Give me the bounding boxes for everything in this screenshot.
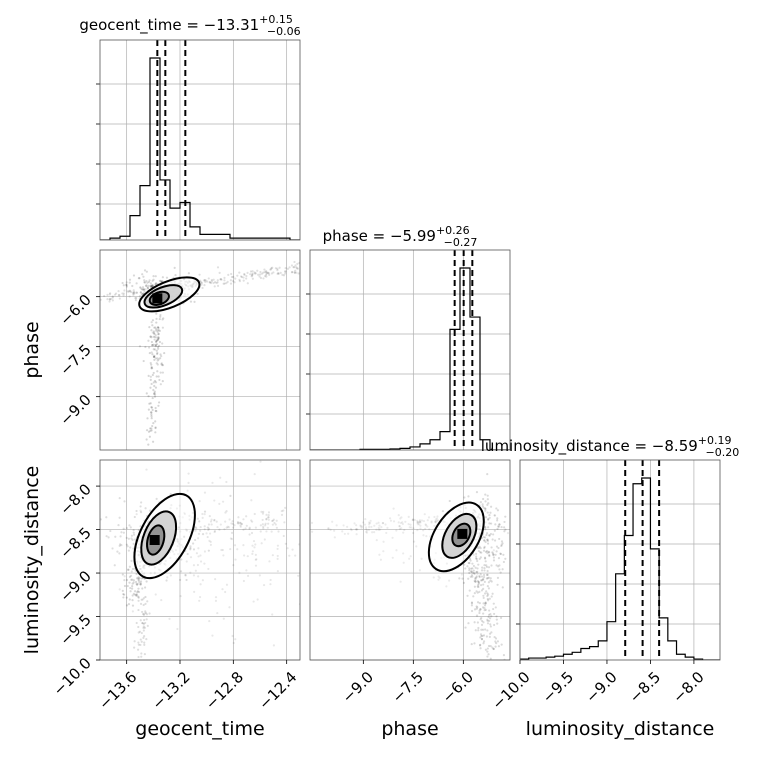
ytick-label-phase-0: −9.0 [56,391,94,429]
ytick-label-luminosity-distance-3: −8.5 [56,524,94,562]
xtick-label-geocent-time-1: −13.2 [149,668,194,713]
hist-luminosity-distance [516,459,721,661]
xlabel-luminosity-distance: luminosity_distance [526,718,715,740]
title-phase: phase = −5.99+0.26 −0.27 [323,224,478,249]
xlabel-geocent-time: geocent_time [135,718,264,740]
xtick-label-luminosity-distance-2: −9.0 [582,668,620,706]
density-geocent-time-luminosity-distance-points [100,460,300,659]
hist-luminosity-distance-steps [520,477,720,660]
xtick-label-luminosity-distance-0: −10.0 [489,668,534,713]
hist-luminosity-distance-background [520,460,720,660]
density-geocent-time-phase-peak [152,293,163,304]
density-geocent-time-phase [99,249,301,451]
title-geocent-time: geocent_time = −13.31+0.15 −0.06 [79,13,300,38]
xtick-label-phase-1: −7.5 [389,668,427,706]
ytick-label-luminosity-distance-1: −9.5 [56,611,94,649]
xtick-label-geocent-time-0: −13.6 [95,668,140,713]
density-geocent-time-phase-points [100,260,300,446]
density-geocent-time-luminosity-distance-frame [99,459,301,661]
density-geocent-time-luminosity-distance [99,459,301,661]
xtick-label-geocent-time-3: −12.4 [255,668,300,713]
density-phase-luminosity-distance-background [310,460,510,660]
hist-geocent-time [96,39,301,241]
ytick-label-luminosity-distance-0: −10.0 [50,654,95,699]
hist-geocent-time-frame [99,39,301,241]
xtick-label-phase-2: −6.0 [439,668,477,706]
title-luminosity-distance: luminosity_distance = −8.59+0.19 −0.20 [481,434,739,459]
ytick-label-luminosity-distance-4: −8.0 [56,480,94,518]
xtick-label-luminosity-distance-1: −9.5 [539,668,577,706]
density-geocent-time-luminosity-distance-background [100,460,300,660]
hist-geocent-time-background [100,40,300,240]
density-phase-luminosity-distance-frame [309,459,511,661]
density-phase-luminosity-distance [309,459,511,661]
xlabel-phase: phase [381,718,438,740]
ytick-label-phase-2: −6.0 [56,291,94,329]
hist-luminosity-distance-frame [519,459,721,661]
xtick-label-luminosity-distance-3: −8.5 [626,668,664,706]
density-phase-luminosity-distance-points [310,472,510,660]
hist-phase-frame [309,249,511,451]
density-geocent-time-luminosity-distance-peak [149,535,160,545]
density-phase-luminosity-distance-peak [457,528,468,539]
xtick-label-phase-0: −9.0 [339,668,377,706]
xtick-label-geocent-time-2: −12.8 [202,668,247,713]
xtick-label-luminosity-distance-4: −8.0 [669,668,707,706]
ytick-label-luminosity-distance-2: −9.0 [56,567,94,605]
ylabel-luminosity-distance: luminosity_distance [21,466,43,655]
hist-geocent-time-steps [100,57,300,240]
density-geocent-time-phase-frame [99,249,301,451]
ytick-label-phase-1: −7.5 [56,341,94,379]
hist-phase [306,249,511,451]
hist-phase-background [310,250,510,450]
ylabel-phase: phase [21,321,43,378]
